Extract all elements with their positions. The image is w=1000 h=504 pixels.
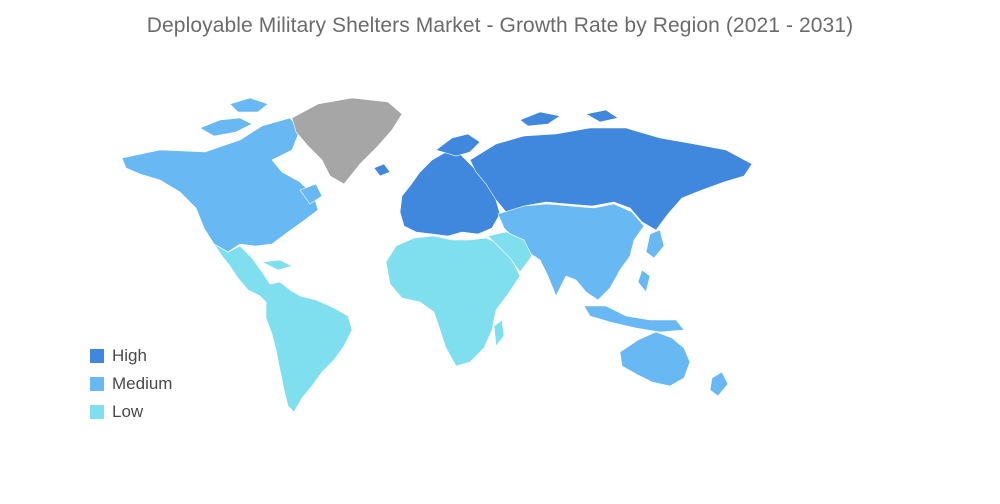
region-europe bbox=[373, 133, 501, 237]
legend-swatch-high bbox=[90, 349, 104, 363]
region-asia-pacific bbox=[497, 203, 685, 333]
legend-label-medium: Medium bbox=[112, 374, 173, 393]
region-oceania bbox=[619, 331, 729, 397]
legend-swatch-low bbox=[90, 405, 104, 419]
legend-item-medium: Medium bbox=[90, 370, 172, 398]
chart-title: Deployable Military Shelters Market - Gr… bbox=[146, 14, 854, 37]
region-greenland bbox=[291, 97, 403, 185]
legend-label-high: High bbox=[112, 346, 147, 365]
region-latin-america bbox=[213, 243, 353, 413]
legend-item-low: Low bbox=[90, 398, 172, 426]
legend-item-high: High bbox=[90, 342, 172, 370]
legend-label-low: Low bbox=[112, 402, 144, 421]
legend-swatch-medium bbox=[90, 377, 104, 391]
region-north-america bbox=[121, 97, 323, 253]
legend: High Medium Low bbox=[90, 342, 172, 426]
region-mea bbox=[385, 231, 533, 367]
